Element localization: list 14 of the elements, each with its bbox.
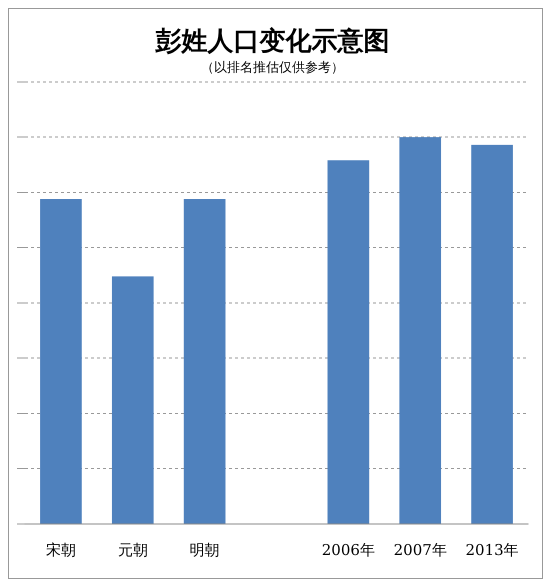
bar xyxy=(112,276,154,524)
bar xyxy=(399,137,442,524)
chart-subtitle: （以排名推估仅供参考） xyxy=(201,60,344,76)
x-tick-label: 宋朝 xyxy=(46,540,76,559)
chart-title: 彭姓人口变化示意图 xyxy=(154,26,390,56)
bar xyxy=(471,144,513,524)
bar xyxy=(184,198,226,524)
x-tick-label: 2007年 xyxy=(394,540,447,559)
x-tick-label: 元朝 xyxy=(118,540,148,559)
bar xyxy=(328,160,370,524)
bar xyxy=(40,198,82,524)
x-tick-label: 2013年 xyxy=(465,540,519,559)
x-tick-label: 明朝 xyxy=(190,540,220,559)
x-tick-label: 2006年 xyxy=(322,540,375,559)
